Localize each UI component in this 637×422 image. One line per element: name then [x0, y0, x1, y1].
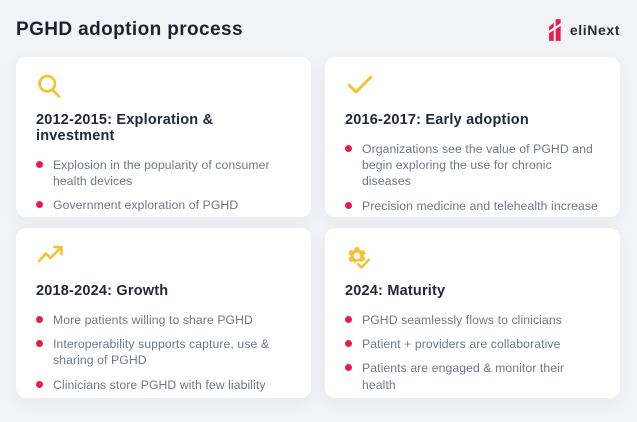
- list-item: Patients are engaged & monitor their hea…: [345, 360, 600, 392]
- elinext-logo: eliNext: [545, 16, 620, 42]
- list-item: Organizations see the value of PGHD and …: [345, 141, 600, 190]
- card-maturity: 2024: Maturity PGHD seamlessly flows to …: [325, 228, 620, 398]
- cards-grid: 2012-2015: Exploration & investment Expl…: [16, 57, 620, 398]
- elinext-n-logo-mark: [545, 19, 563, 41]
- bullet-list: More patients willing to share PGHD Inte…: [36, 312, 291, 398]
- bullet-text: PGHD seamlessly flows to clinicians: [362, 313, 562, 327]
- elinext-wordmark: eliNext: [569, 22, 620, 38]
- bullet-text: Organizations see the value of PGHD and …: [362, 142, 593, 189]
- bullet-list: Explosion in the popularity of consumer …: [36, 157, 291, 217]
- bullet-dot: [36, 340, 43, 348]
- card-title: 2024: Maturity: [345, 283, 446, 299]
- card-title: 2018-2024: Growth: [36, 283, 169, 299]
- list-item: Clinicians store PGHD with few liability…: [36, 377, 291, 398]
- bullet-text: More patients willing to share PGHD: [53, 313, 253, 327]
- bullet-text: Interoperability supports capture, use &…: [53, 337, 270, 368]
- bullet-dot: [36, 316, 43, 323]
- bullet-list: PGHD seamlessly flows to clinicians Pati…: [345, 312, 600, 393]
- bullet-dot: [36, 161, 43, 168]
- page-title: PGHD adoption process: [16, 19, 243, 40]
- bullet-dot: [345, 340, 352, 348]
- card-title: 2012-2015: Exploration & investment: [36, 112, 214, 144]
- bullet-dot: [345, 364, 352, 372]
- bullet-text: Patient + providers are collaborative: [362, 337, 561, 352]
- bullet-list: Organizations see the value of PGHD and …: [345, 141, 600, 217]
- bullet-dot: [36, 380, 43, 388]
- list-item: Precision medicine and telehealth increa…: [345, 198, 600, 217]
- bullet-text: Clinicians store PGHD with few liability…: [53, 377, 266, 398]
- magnifier-icon: [36, 73, 291, 103]
- list-item: Interoperability supports capture, use &…: [36, 336, 291, 368]
- check-icon: [345, 73, 600, 103]
- bullet-text: Explosion in the popularity of consumer …: [53, 158, 270, 189]
- bullet-dot: [36, 201, 43, 209]
- card-early-adoption: 2016-2017: Early adoption Organizations …: [325, 57, 620, 217]
- bullet-text: Patients are engaged & monitor their hea…: [362, 361, 565, 392]
- bullet-dot: [345, 316, 352, 323]
- bullet-dot: [345, 145, 352, 152]
- bullet-dot: [345, 201, 352, 209]
- list-item: Explosion in the popularity of consumer …: [36, 157, 291, 189]
- list-item: Government exploration of PGHD opportuni…: [36, 197, 291, 217]
- list-item: PGHD seamlessly flows to clinicians: [345, 312, 600, 328]
- bullet-text: Precision medicine and telehealth increa…: [362, 198, 598, 217]
- header: PGHD adoption process eliNext: [16, 16, 620, 56]
- list-item: Patient + providers are collaborative: [345, 336, 600, 352]
- card-exploration-investment: 2012-2015: Exploration & investment Expl…: [16, 57, 311, 217]
- card-growth: 2018-2024: Growth More patients willing …: [16, 228, 311, 398]
- trending-up-icon: [36, 244, 291, 274]
- card-title: 2016-2017: Early adoption: [345, 112, 529, 128]
- bullet-text: Government exploration of PGHD opportuni…: [53, 198, 239, 217]
- list-item: More patients willing to share PGHD: [36, 312, 291, 328]
- gear-check-icon: [345, 244, 600, 274]
